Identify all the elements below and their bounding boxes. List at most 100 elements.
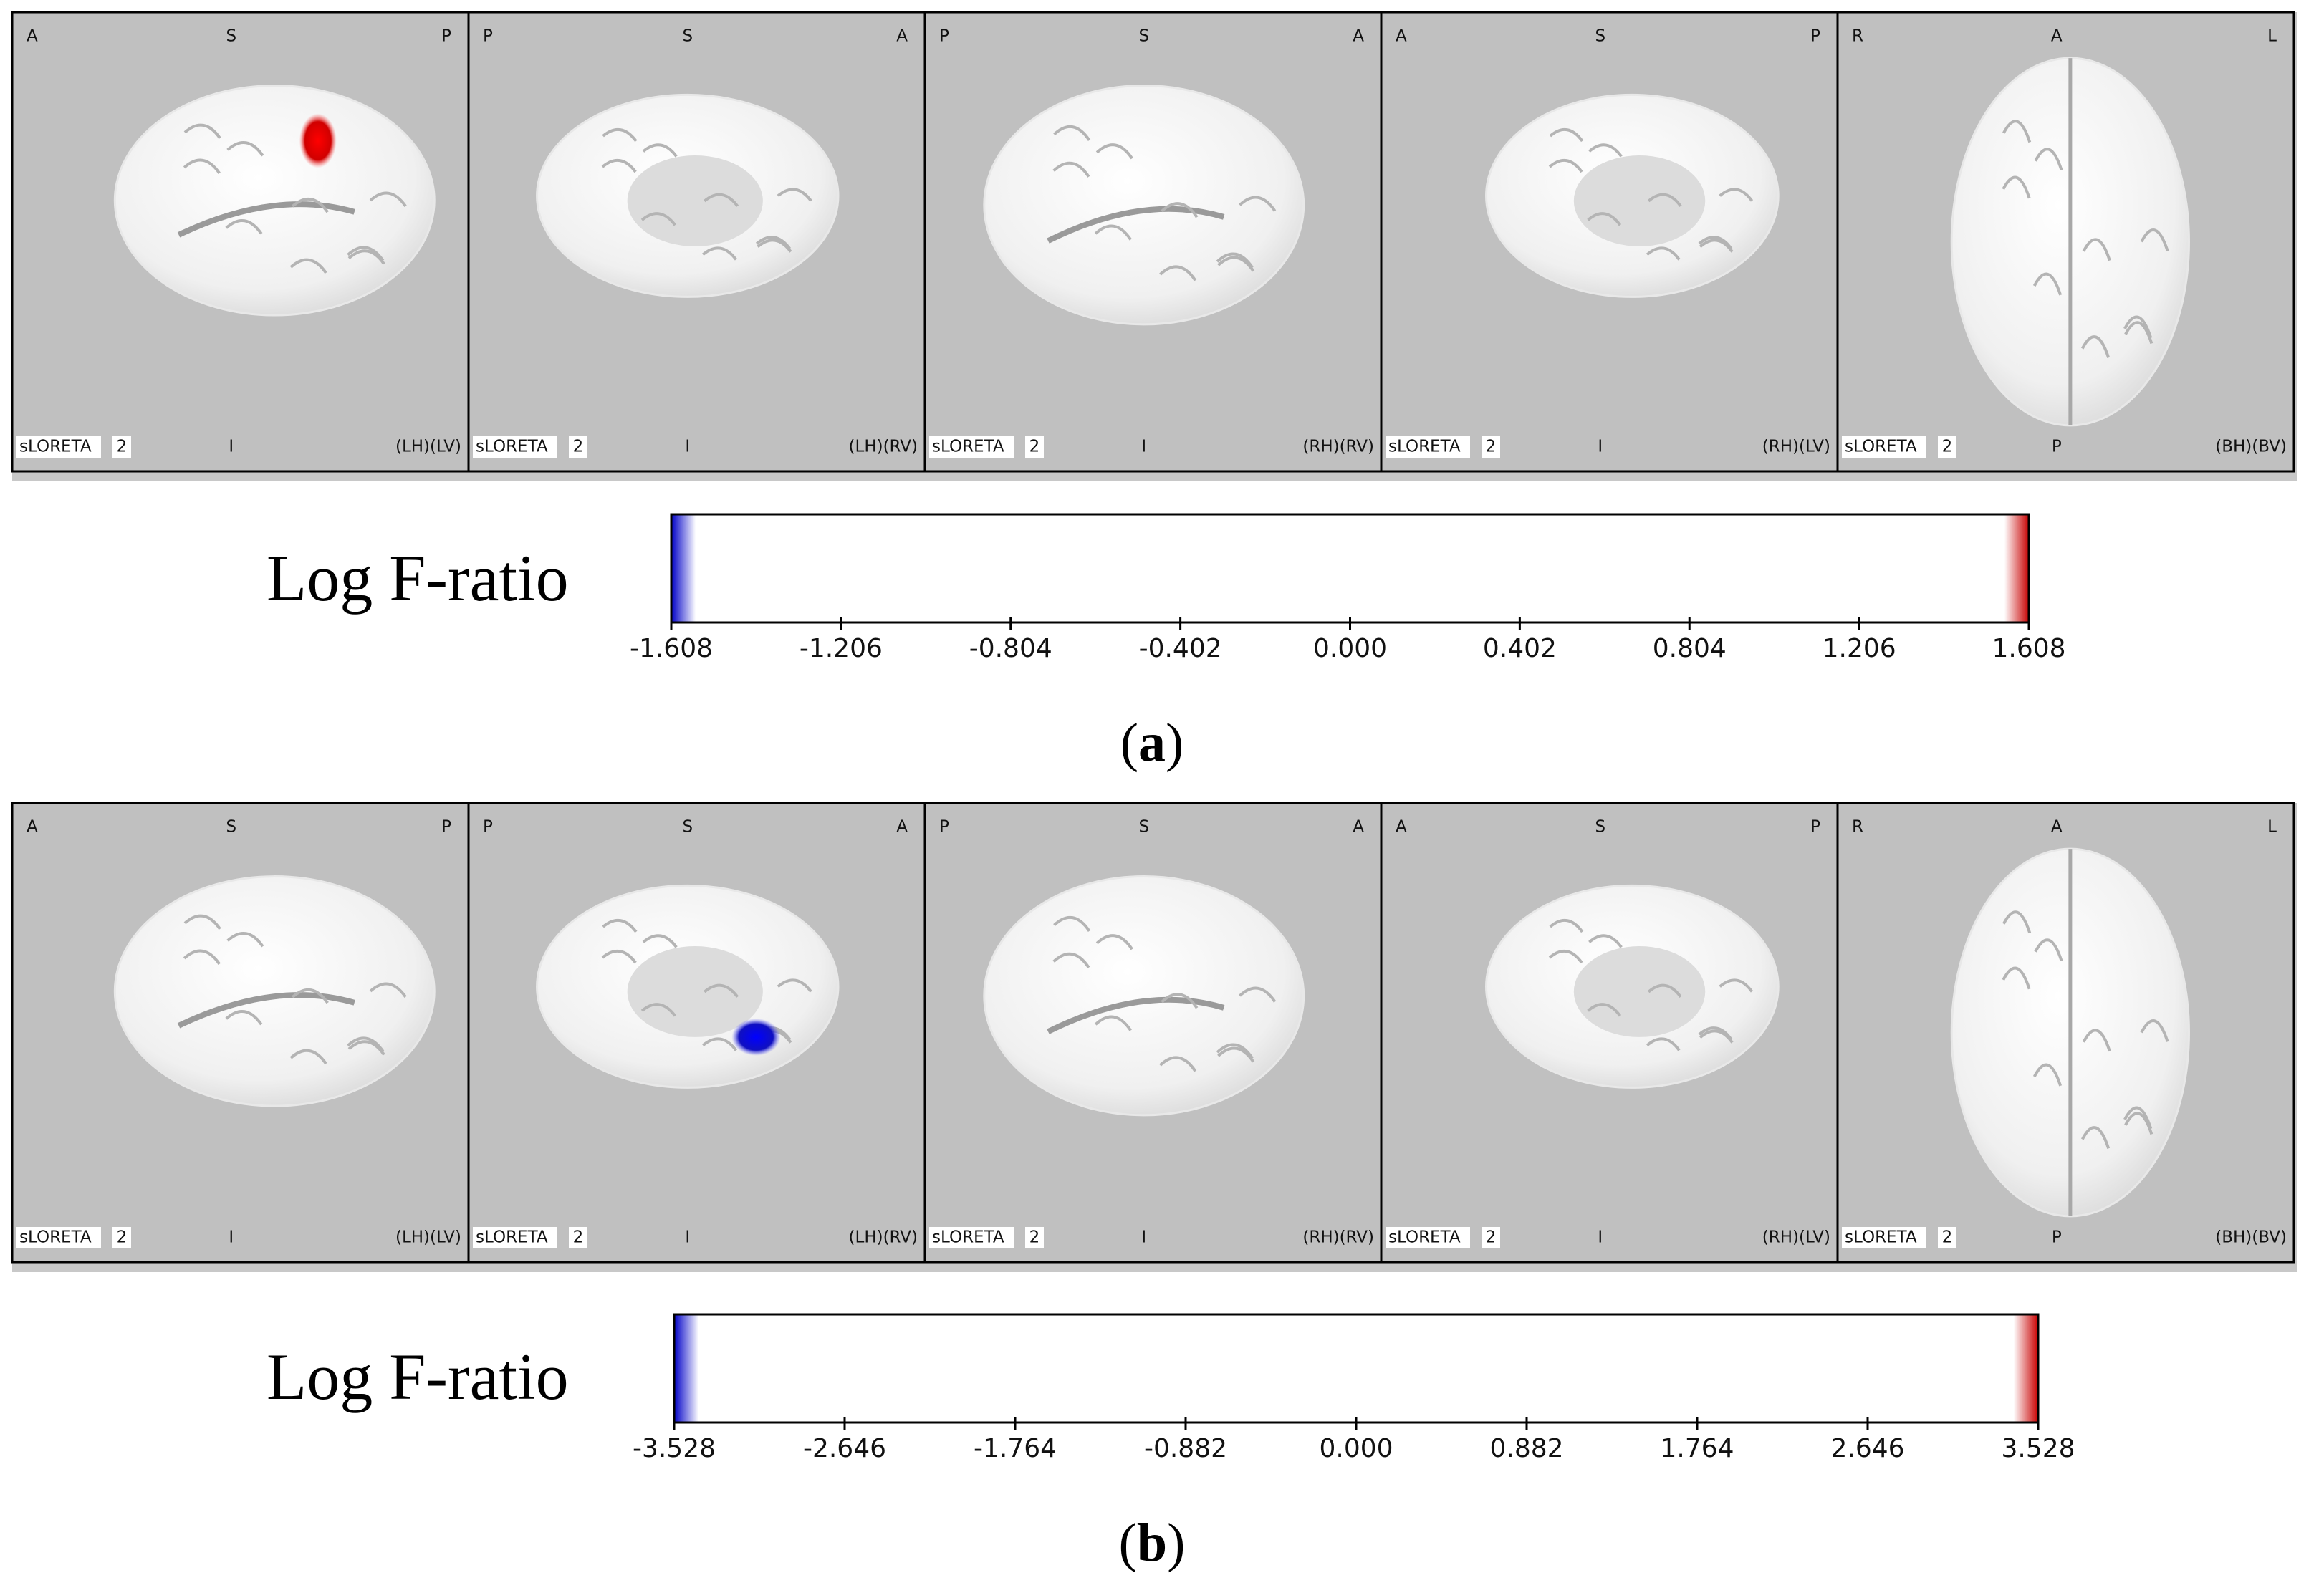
brain-gyrus [777,188,812,202]
level-box [112,436,131,458]
colorbar-label: Log F-ratio [267,1340,569,1413]
brain-gyrus [2124,321,2153,345]
brain-gyrus [1095,934,1133,950]
orientation-label: A [1396,27,1407,46]
brain-gyrus [289,1049,327,1065]
brain-gyrus [1588,934,1623,948]
colorbar [673,1313,2040,1424]
method-box [929,436,1014,458]
orientation-label: S [226,27,236,46]
brain-gyrus [2002,175,2031,199]
hemisphere-label: (RH)(RV) [1302,1228,1374,1247]
brain-gyrus [225,218,263,235]
orientation-label: A [896,27,908,46]
colorbar-tick-label: -0.402 [1139,634,1222,663]
brain-medial [1573,945,1706,1037]
orientation-label: I [1598,438,1603,456]
orientation-label: R [1852,27,1863,46]
hemisphere-label: (RH)(RV) [1302,438,1374,456]
brain [113,85,436,317]
hemisphere-label: (RH)(LV) [1762,1228,1830,1247]
brain-gyrus [291,988,329,1004]
brain-gyrus [347,246,385,261]
orientation-label: P [2052,438,2062,456]
brain-gyrus [640,1003,676,1017]
brain-gyrus [1217,256,1255,272]
level-box [112,1227,131,1248]
brain-gyrus [2034,148,2063,171]
panel-caption: (b) [1119,1513,1186,1573]
orientation-label: S [226,818,236,837]
brain-gyrus [701,246,738,261]
brain-gyrus [2080,335,2111,359]
colorbar-tick-label: 0.402 [1483,634,1557,663]
caption-part: ) [1167,1513,1185,1573]
brain-gyrus [777,978,812,993]
brain-gyrus [2123,315,2153,339]
hemisphere-label: (LH)(RV) [849,438,918,456]
level-label: 2 [573,1228,584,1247]
brain-gyrus [183,914,221,930]
orientation-label: A [2051,818,2063,837]
orientation-label: I [685,438,690,456]
brain-gyrus [1719,188,1754,202]
orientation-label: A [1353,818,1364,837]
orientation-label: I [1141,1228,1146,1247]
brain-gyrus [2140,1019,2169,1042]
method-box [1386,436,1470,458]
activation [299,113,337,168]
brain-medial [627,155,763,246]
level-box [569,1227,587,1248]
brain-medial [1573,155,1706,246]
colorbar-tick-label: -1.764 [974,1434,1057,1463]
brain-gyrus [2002,120,2032,143]
level-box [1482,1227,1500,1248]
brain-gyrus [2140,228,2169,251]
method-label: sLORETA [476,1228,548,1247]
colorbar-tick-label: 0.882 [1489,1434,1563,1463]
caption-part: ) [1166,713,1183,773]
colorbar-tick-label: -1.206 [800,634,883,663]
brain-gyrus [369,191,407,207]
brain-gyrus [347,1040,385,1056]
brain-gyrus [2032,272,2063,296]
brain-gyrus [1052,952,1090,968]
orientation-label: P [1810,818,1820,837]
brain-gyrus [183,158,221,175]
method-box [1842,436,1926,458]
brain-sulcus [177,992,355,1029]
brain-gyrus [369,982,407,998]
brain-sulcus [1047,996,1225,1034]
orientation-label: S [1595,818,1605,837]
level-box [1025,436,1044,458]
level-label: 2 [1942,438,1953,456]
orientation-label: A [896,818,908,837]
level-label: 2 [117,1228,128,1247]
orientation-label: A [2051,27,2063,46]
brain-gyrus [1159,265,1197,281]
colorbar-tick-label: 1.764 [1660,1434,1734,1463]
brain-gyrus [1239,986,1277,1003]
colorbar [670,513,2030,624]
brain-gyrus [1548,159,1583,173]
orientation-label: P [441,818,451,837]
caption-part: b [1137,1513,1167,1573]
brain-gyrus [183,949,221,966]
brain-gyrus [1646,1037,1681,1051]
brain-gyrus [1549,918,1584,933]
brain-gyrus [1161,202,1199,218]
brain-gyrus [2032,1063,2063,1087]
brain [113,875,436,1107]
level-box [569,436,587,458]
orientation-label: I [1598,1228,1603,1247]
hemisphere-label: (LH)(LV) [395,438,461,456]
method-label: sLORETA [932,438,1004,456]
brain-gyrus [640,212,676,226]
brain-gyrus [1053,125,1091,142]
brain-sulcus [177,201,355,238]
brain-gyrus [703,193,739,208]
colorbar-tick-label: 0.804 [1653,634,1727,663]
orientation-label: A [1353,27,1364,46]
